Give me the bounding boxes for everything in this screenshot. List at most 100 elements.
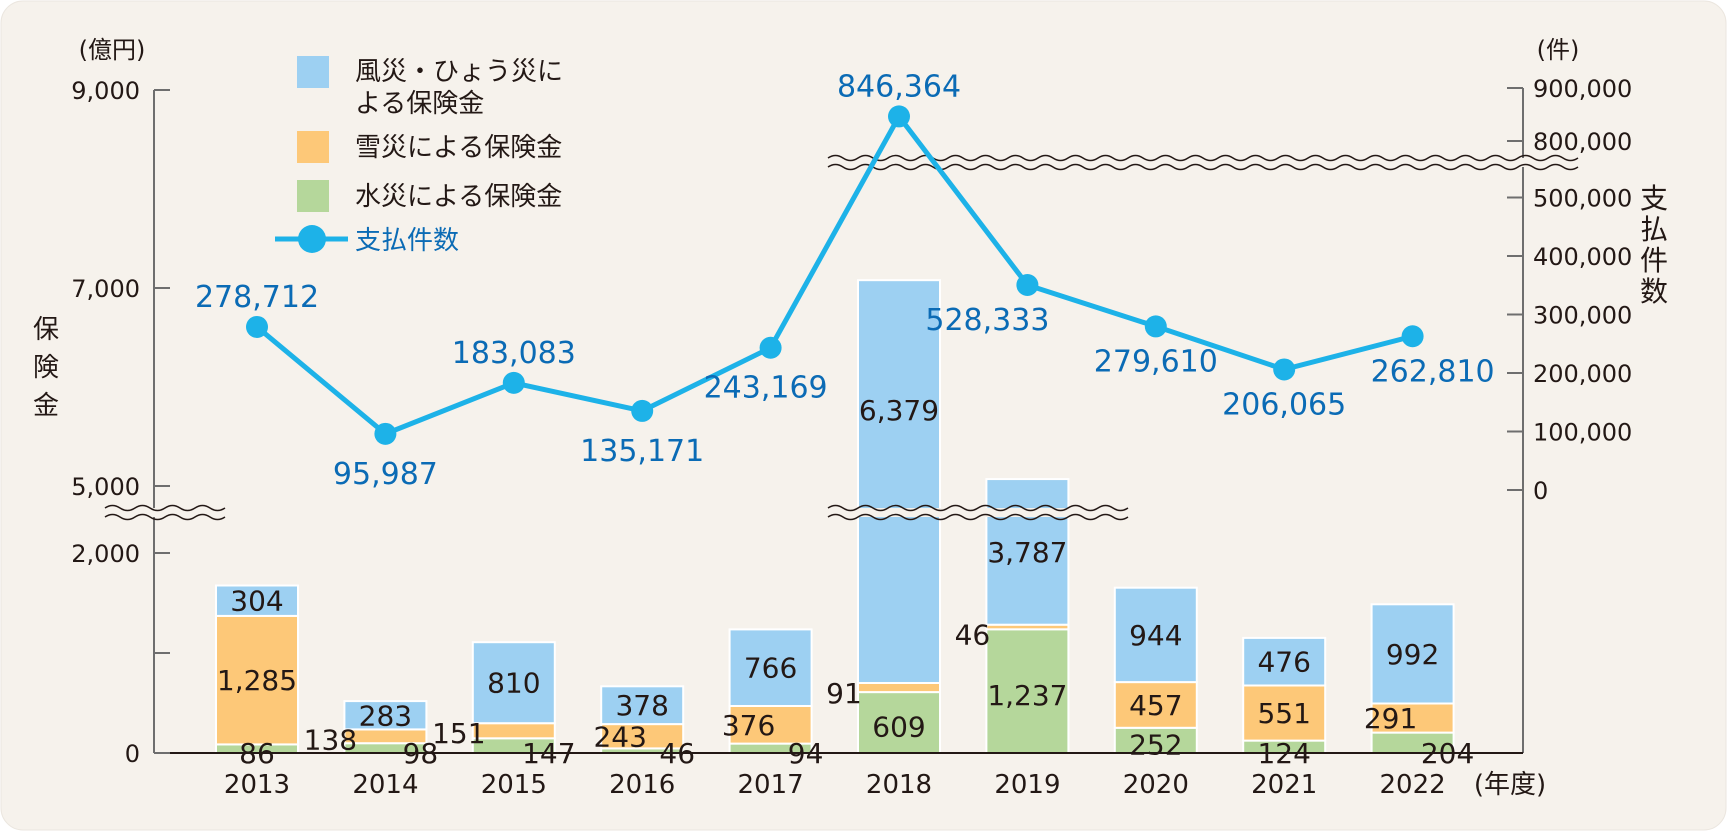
left-axis-label-char: 金	[33, 391, 59, 421]
x-tick-label: 2020	[1123, 770, 1189, 800]
bar-wind-2022	[1370, 603, 1455, 705]
legend-swatch-snow	[297, 131, 329, 163]
bar-snow-2018	[857, 682, 941, 694]
bar-label-wind: 378	[615, 689, 668, 722]
legend-swatch-water	[297, 180, 329, 212]
bar-label-snow: 376	[722, 709, 775, 742]
right-axis-tick-label: 0	[1533, 477, 1548, 505]
left-axis-break	[104, 504, 226, 512]
x-tick-label: 2015	[481, 770, 547, 800]
bar-label-snow: 46	[955, 619, 991, 652]
bar-label-water: 147	[522, 737, 575, 770]
bar-snow-2021	[1242, 684, 1327, 742]
count-data-label: 262,810	[1371, 354, 1495, 389]
count-marker	[888, 105, 910, 128]
count-marker	[1273, 358, 1296, 381]
bar-label-snow: 151	[432, 717, 485, 750]
x-tick-label: 2014	[352, 770, 418, 800]
bar-axis-break	[827, 513, 1129, 521]
count-data-label: 528,333	[925, 303, 1049, 338]
right-axis-break-gap	[828, 158, 1558, 167]
bar-wind-2021	[1242, 636, 1327, 687]
bar-label-water: 94	[788, 737, 824, 770]
count-marker	[1401, 325, 1424, 348]
x-tick-label: 2018	[866, 770, 932, 800]
right-axis-break	[827, 154, 1579, 162]
legend-label-count: 支払件数	[355, 226, 459, 256]
bar-wind-2020	[1113, 586, 1198, 684]
bar-wind-2018	[857, 279, 941, 684]
bar-label-snow: 91	[826, 677, 862, 710]
right-axis-unit: (件)	[1537, 36, 1580, 64]
legend-label-water: 水災による保険金	[355, 182, 562, 212]
right-axis-break	[827, 163, 1579, 171]
left-axis-label-char: 険	[33, 353, 59, 383]
legend-marker-count	[298, 225, 326, 253]
legend-swatch-wind	[297, 56, 329, 88]
count-data-label: 95,987	[333, 457, 438, 492]
right-axis-label-char: 数	[1640, 275, 1668, 308]
right-axis-tick-label: 800,000	[1533, 128, 1632, 156]
bar-axis-break	[827, 504, 1129, 512]
bar-label-water: 1,237	[987, 679, 1067, 712]
count-marker	[502, 371, 525, 394]
bar-label-wind: 3,787	[987, 536, 1067, 569]
bar-wind-2014	[343, 700, 428, 731]
left-axis-break-gap	[105, 508, 205, 517]
legend: 風災・ひょう災に よる保険金 雪災による保険金 水災による保険金 支払件数	[275, 56, 563, 256]
left-axis-tick-label: 9,000	[71, 77, 140, 105]
bar-snow-2022	[1370, 702, 1455, 734]
count-marker	[759, 336, 782, 359]
bar-snow-2017	[728, 705, 813, 745]
x-tick-label: 2016	[609, 770, 675, 800]
count-data-label: 243,169	[704, 371, 828, 406]
bar-label-water: 46	[659, 737, 695, 770]
bar-axis-break-gap	[828, 508, 1100, 517]
bar-label-wind: 810	[487, 667, 540, 700]
count-marker	[374, 422, 397, 445]
x-axis-unit: (年度)	[1474, 770, 1546, 800]
bar-label-water: 124	[1257, 737, 1310, 770]
bar-label-wind: 944	[1129, 619, 1182, 652]
left-axis-break	[104, 513, 226, 521]
bar-label-wind: 304	[230, 585, 283, 618]
bar-label-snow: 1,285	[217, 664, 297, 697]
legend-label-snow: 雪災による保険金	[355, 133, 562, 163]
bar-label-wind: 766	[744, 652, 797, 685]
bar-label-water: 86	[239, 737, 275, 770]
count-line	[255, 111, 1414, 437]
x-tick-label: 2013	[224, 770, 290, 800]
bar-wind-2017	[728, 628, 813, 708]
left-axis-label: 保険金	[33, 315, 59, 421]
bar-label-snow: 551	[1257, 697, 1310, 730]
bar-wind-2019	[985, 478, 1070, 626]
bar-wind-2016	[600, 685, 685, 726]
bar-wind-2013	[215, 584, 299, 617]
right-axis-tick-label: 400,000	[1533, 243, 1632, 271]
right-axis-tick-label: 500,000	[1533, 185, 1632, 213]
count-marker	[246, 315, 268, 338]
x-tick-label: 2021	[1251, 770, 1317, 800]
count-marker	[1016, 273, 1039, 296]
left-axis-tick-label: 5,000	[71, 473, 140, 501]
x-tick-label: 2017	[738, 770, 804, 800]
right-axis-label-char: 支	[1640, 182, 1668, 215]
count-data-label: 135,171	[580, 434, 704, 469]
count-data-label: 846,364	[837, 69, 961, 104]
count-data-label: 183,083	[452, 336, 576, 371]
bar-label-water: 252	[1129, 728, 1182, 761]
bar-label-snow: 138	[304, 723, 357, 756]
right-axis-label: 支払件数	[1640, 182, 1668, 308]
bar-wind-2015	[471, 641, 556, 725]
count-data-label: 278,712	[195, 280, 319, 315]
bar-label-snow: 243	[593, 720, 646, 753]
bar-snow-2016	[600, 723, 685, 750]
left-axis-tick-label: 0	[125, 740, 140, 768]
right-axis-label-char: 払	[1640, 213, 1668, 246]
count-data-label: 279,610	[1094, 344, 1218, 379]
left-axis-tick-label: 7,000	[71, 275, 140, 303]
bar-label-water: 609	[872, 711, 925, 744]
legend-label-wind-2: よる保険金	[355, 89, 484, 119]
